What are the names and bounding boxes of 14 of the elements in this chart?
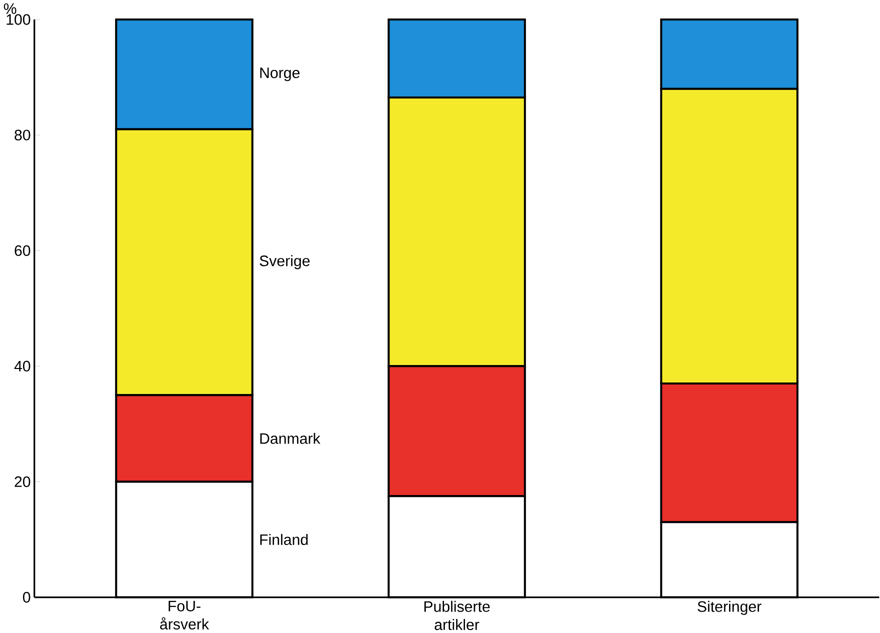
- y-tick-label: 60: [14, 245, 30, 256]
- series-label: Norge: [260, 67, 300, 81]
- y-tick-label: 100: [6, 14, 30, 25]
- x-tick-label: FoU-årsverk: [160, 600, 210, 630]
- series-label: Danmark: [260, 432, 320, 444]
- y-tick-label: 0: [22, 592, 30, 602]
- y-tick-label: 80: [14, 129, 30, 140]
- series-label: Finland: [260, 534, 308, 545]
- y-tick-label: 20: [14, 476, 30, 487]
- y-tick-label: 40: [14, 360, 30, 372]
- series-label: Sverige: [260, 254, 310, 269]
- x-tick-label: Siteringer: [698, 600, 762, 615]
- x-tick-label: Publiserte artikler: [424, 600, 490, 630]
- y-axis-title: %: [4, 3, 16, 14]
